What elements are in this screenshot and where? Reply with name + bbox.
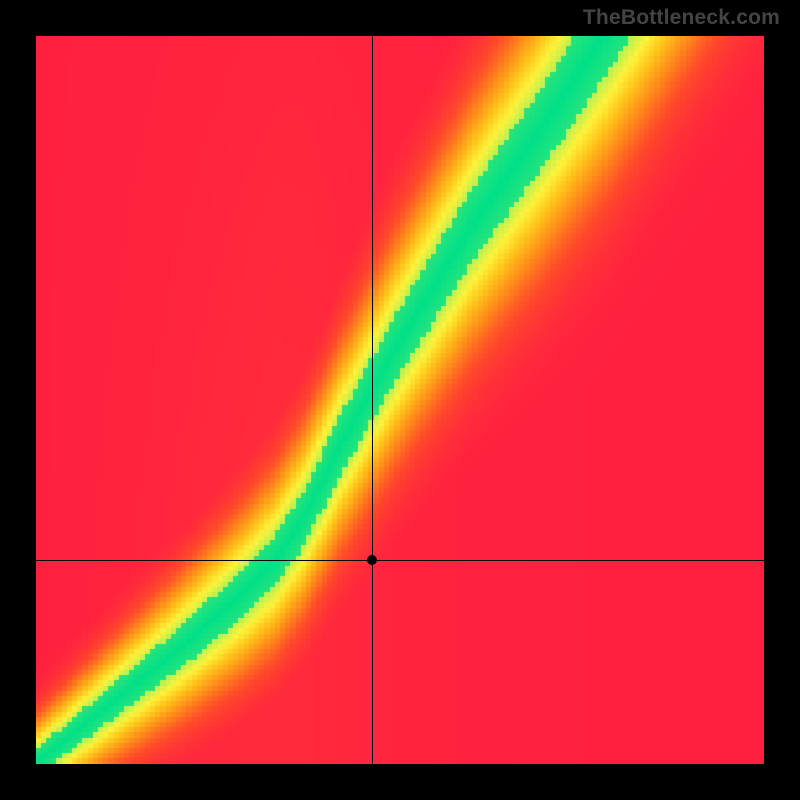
- plot-area: [36, 36, 764, 764]
- chart-container: TheBottleneck.com: [0, 0, 800, 800]
- watermark-text: TheBottleneck.com: [583, 6, 780, 30]
- marker-dot: [367, 555, 377, 565]
- crosshair-vertical: [372, 36, 373, 764]
- heatmap-canvas: [36, 36, 764, 764]
- crosshair-horizontal: [36, 560, 764, 561]
